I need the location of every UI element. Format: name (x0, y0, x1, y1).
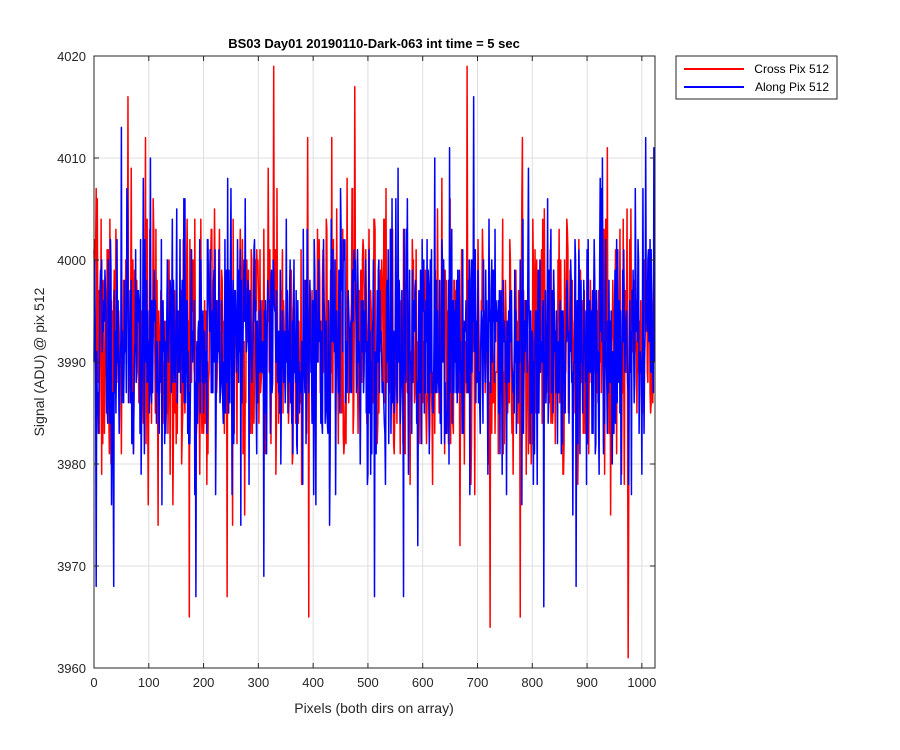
x-tick-label: 800 (521, 675, 543, 690)
x-tick-label: 700 (467, 675, 489, 690)
x-tick-label: 0 (90, 675, 97, 690)
legend-label-along: Along Pix 512 (755, 80, 829, 94)
y-tick-label: 4000 (57, 253, 86, 268)
x-tick-label: 400 (302, 675, 324, 690)
y-tick-label: 3970 (57, 559, 86, 574)
legend-label-cross: Cross Pix 512 (754, 62, 829, 76)
chart-title: BS03 Day01 20190110-Dark-063 int time = … (228, 36, 520, 51)
y-tick-label: 3990 (57, 355, 86, 370)
y-tick-label: 4020 (57, 49, 86, 64)
x-tick-label: 600 (412, 675, 434, 690)
x-tick-label: 100 (138, 675, 160, 690)
x-tick-label: 1000 (627, 675, 656, 690)
series-line-along (93, 96, 656, 608)
y-tick-label: 3960 (57, 661, 86, 676)
x-tick-label: 300 (248, 675, 270, 690)
series-layer (93, 65, 656, 659)
legend: Cross Pix 512 Along Pix 512 (675, 55, 838, 100)
x-tick-label: 900 (576, 675, 598, 690)
x-axis-label: Pixels (both dirs on array) (294, 700, 454, 716)
legend-box (675, 55, 838, 100)
y-axis-label: Signal (ADU) @ pix 512 (31, 287, 47, 436)
x-tick-label: 200 (193, 675, 215, 690)
y-tick-label: 3980 (57, 457, 86, 472)
axes: 0 100 200 300 400 500 600 700 800 900 1000 3960 3970… (57, 49, 656, 690)
x-tick-label: 500 (357, 675, 379, 690)
y-tick-label: 4010 (57, 151, 86, 166)
